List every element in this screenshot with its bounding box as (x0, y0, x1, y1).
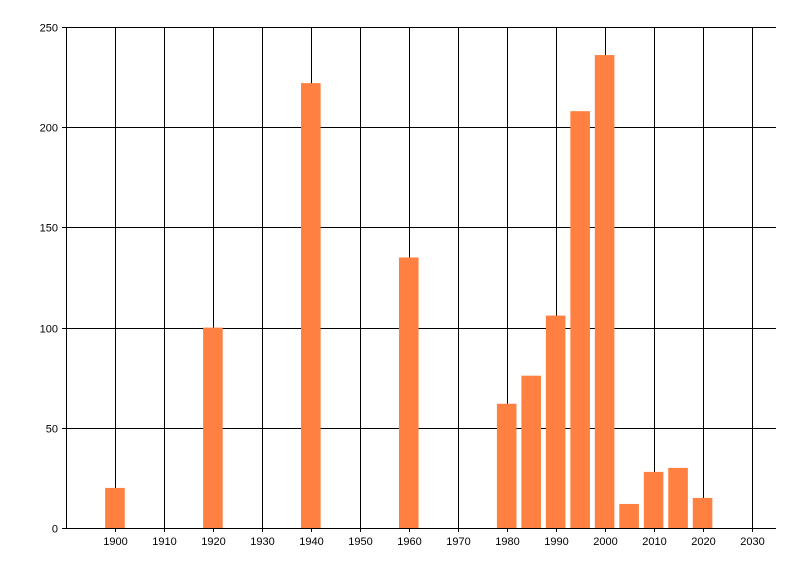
y-tick-label: 0 (52, 524, 58, 536)
x-tick-label: 2000 (593, 536, 617, 548)
axes (66, 27, 776, 529)
x-tick-label: 1910 (152, 536, 176, 548)
x-tick-label: 1970 (446, 536, 470, 548)
bar-1940 (301, 83, 321, 528)
bar-2000 (594, 55, 615, 528)
x-tick-label: 2030 (740, 536, 764, 548)
bar-1900 (105, 487, 125, 528)
bar-1995 (570, 111, 590, 528)
bar-1920 (203, 327, 223, 528)
y-tick-label: 200 (40, 123, 58, 135)
x-tick-label: 1990 (544, 536, 568, 548)
y-tick-label: 100 (40, 324, 58, 336)
x-tick-label: 1980 (495, 536, 519, 548)
bar-2020 (692, 497, 713, 528)
bar-2005 (619, 503, 639, 528)
y-tick-label: 50 (46, 424, 58, 436)
y-tick-label: 250 (40, 23, 58, 35)
x-tick-label: 1960 (397, 536, 421, 548)
x-tick-label: 1920 (201, 536, 225, 548)
x-tick-label: 1930 (250, 536, 274, 548)
bar-1990 (545, 315, 566, 528)
x-tick-label: 2020 (691, 536, 715, 548)
x-tick-label: 1900 (103, 536, 127, 548)
x-tick-label: 2010 (642, 536, 666, 548)
grid-lines (62, 27, 776, 532)
tick-labels: 1900 1910 1920 1930 1940 1950 1960 1970 1980 1990… (40, 23, 765, 549)
bar-1980 (496, 403, 517, 528)
bar-2010 (643, 471, 664, 528)
x-tick-label: 1940 (299, 536, 323, 548)
bar-1960 (398, 257, 419, 528)
bar-1985 (521, 375, 541, 528)
bar-series (105, 55, 713, 528)
y-tick-label: 150 (40, 223, 58, 235)
x-tick-label: 1950 (348, 536, 372, 548)
bar-2015 (668, 467, 688, 528)
